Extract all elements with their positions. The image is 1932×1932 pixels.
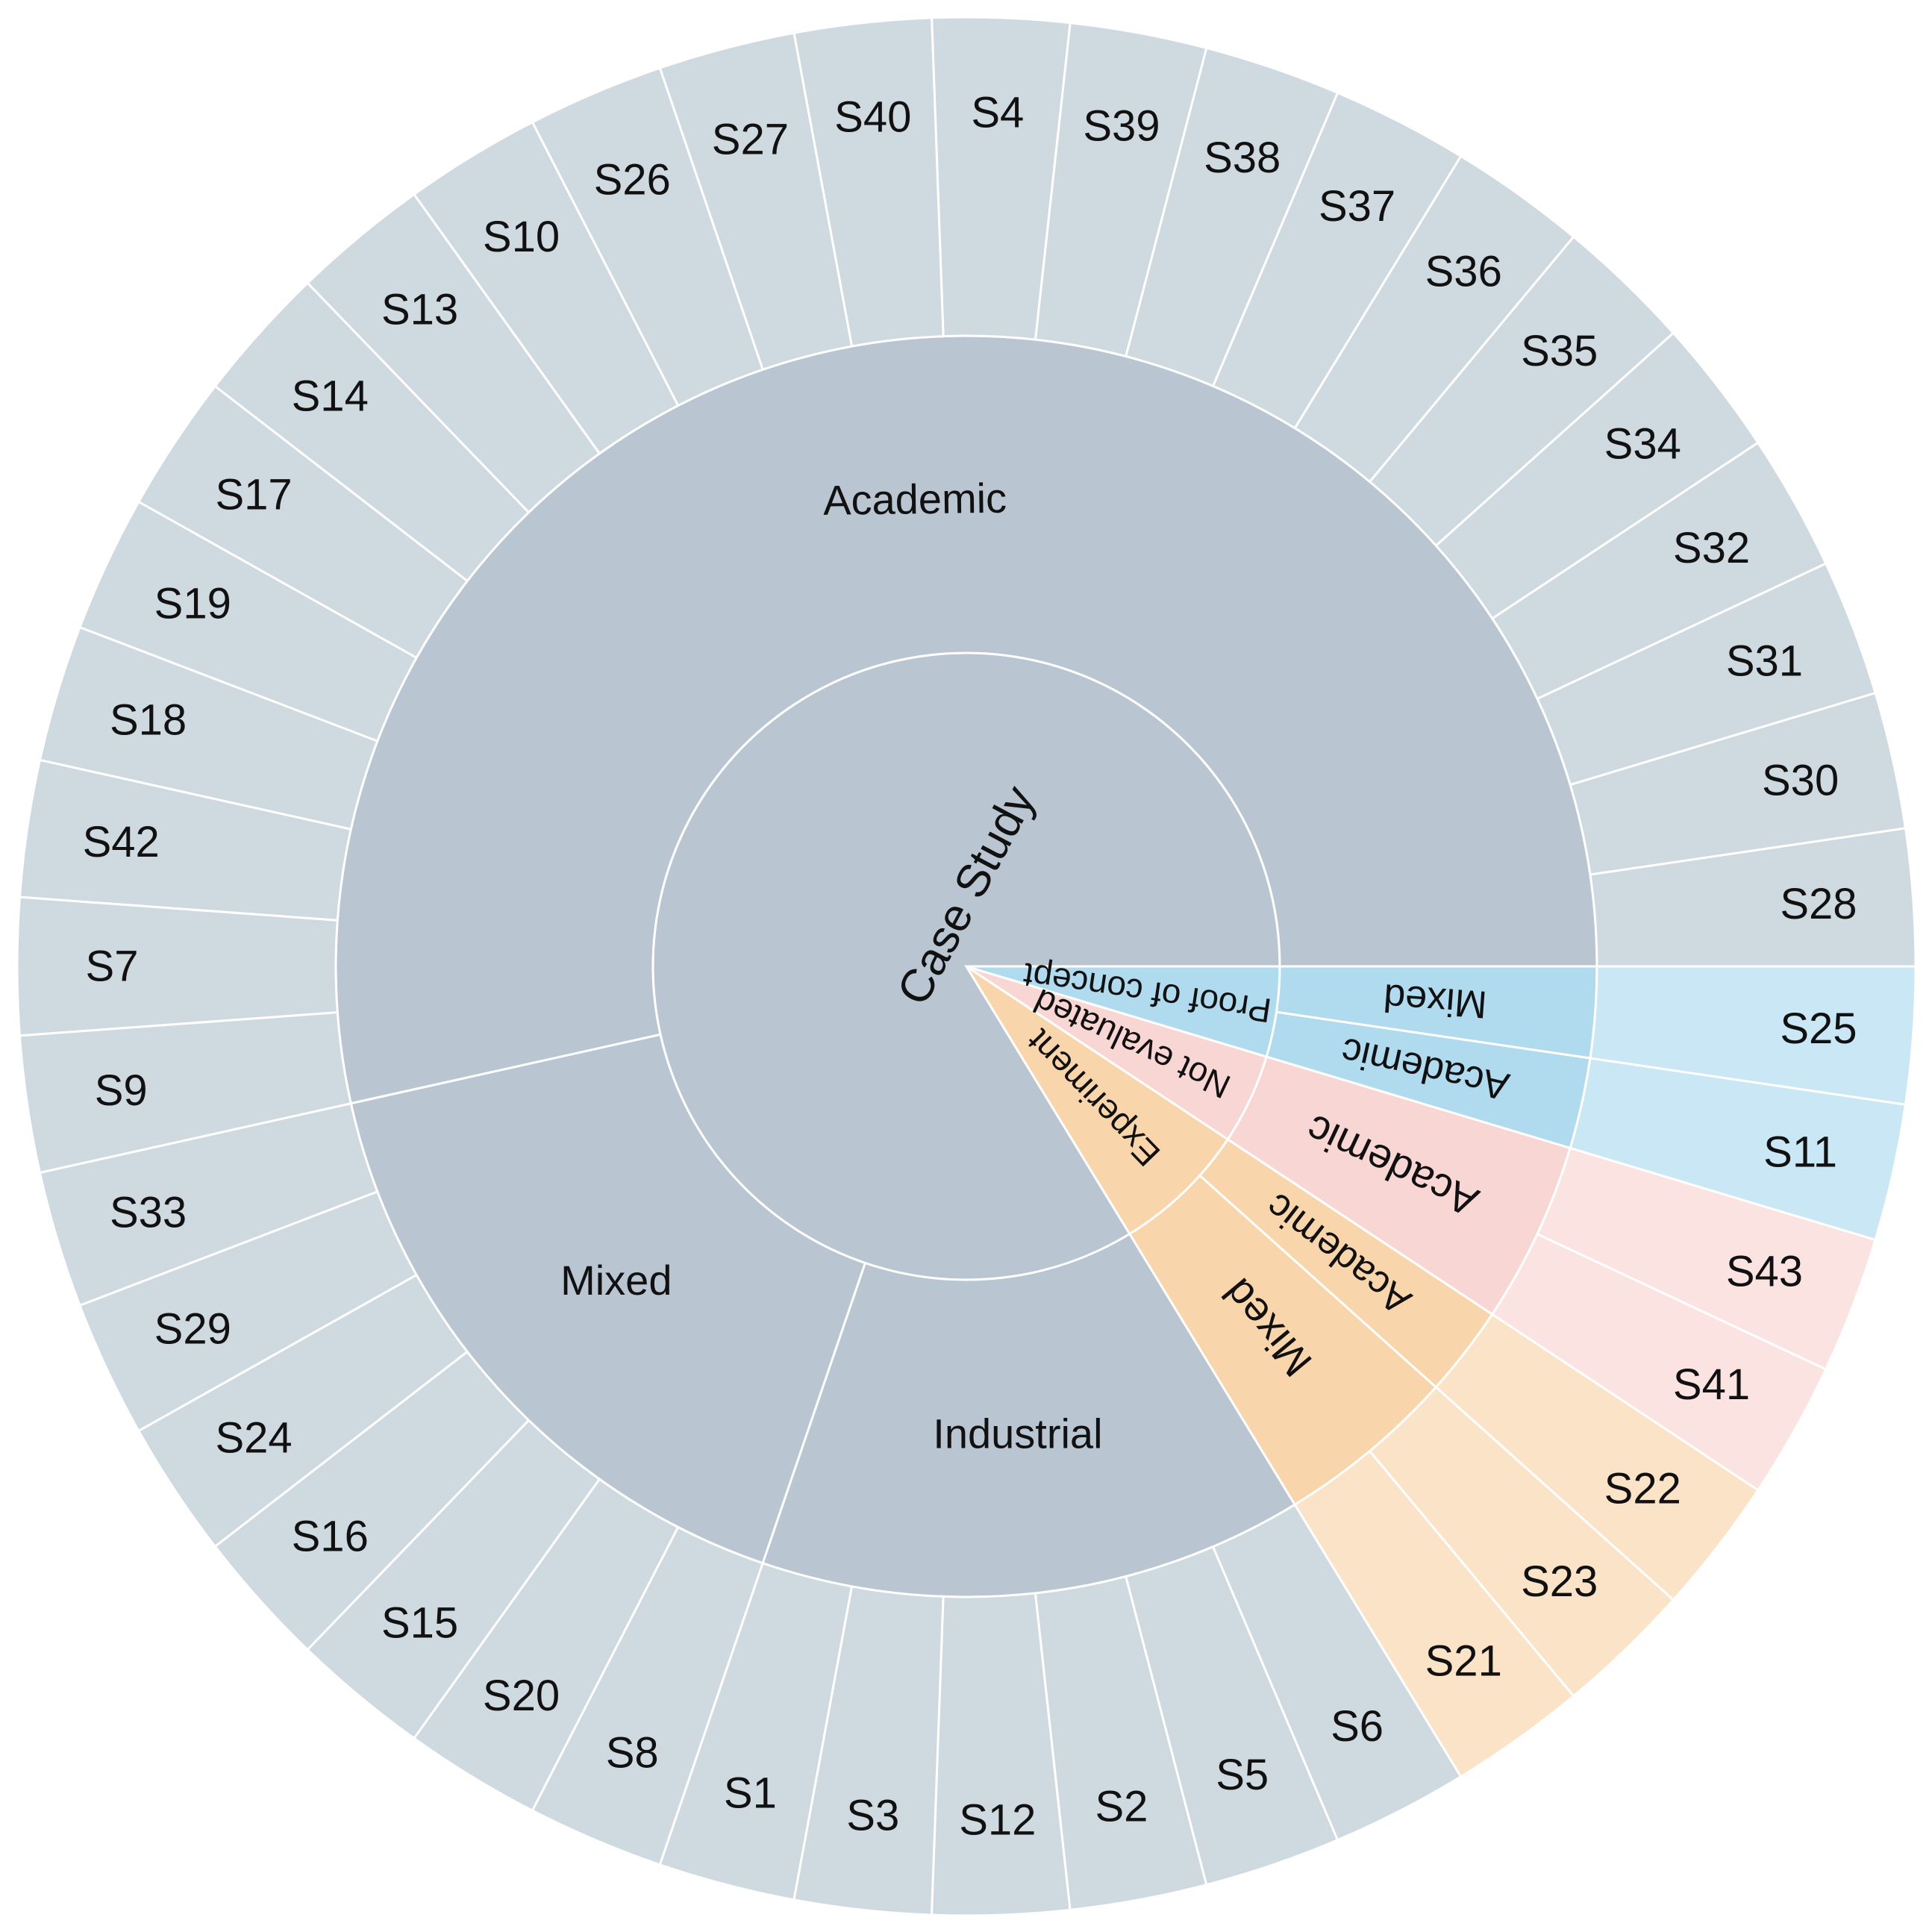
leaf-label-s11: S11 <box>1763 1128 1837 1176</box>
mid-label-proof-of-concept-mixed: Mixed <box>1382 975 1489 1026</box>
leaf-label-s20: S20 <box>483 1672 560 1720</box>
leaf-label-s2: S2 <box>1095 1782 1148 1831</box>
segment-s25 <box>1589 965 1917 1106</box>
leaf-label-s25: S25 <box>1780 1004 1857 1053</box>
leaf-label-s33: S33 <box>110 1188 187 1237</box>
leaf-label-s19: S19 <box>154 579 231 628</box>
leaf-label-s35: S35 <box>1521 327 1598 375</box>
leaf-label-s30: S30 <box>1762 757 1839 805</box>
leaf-label-s23: S23 <box>1521 1557 1598 1606</box>
leaf-label-s17: S17 <box>215 471 292 519</box>
leaf-label-s34: S34 <box>1604 420 1681 469</box>
leaf-label-s32: S32 <box>1673 524 1750 572</box>
leaf-label-s4: S4 <box>971 88 1024 137</box>
leaf-label-s31: S31 <box>1726 637 1803 685</box>
sunburst-segments <box>16 16 1917 1917</box>
mid-label-case-study-industrial: Industrial <box>933 1410 1102 1457</box>
leaf-label-s16: S16 <box>292 1513 369 1561</box>
leaf-label-s14: S14 <box>292 372 369 420</box>
leaf-label-s21: S21 <box>1425 1637 1502 1686</box>
leaf-label-s22: S22 <box>1604 1464 1681 1513</box>
leaf-label-s12: S12 <box>959 1796 1036 1845</box>
leaf-label-s43: S43 <box>1726 1248 1803 1296</box>
leaf-label-s29: S29 <box>154 1305 231 1354</box>
leaf-label-s15: S15 <box>381 1599 458 1648</box>
leaf-label-s9: S9 <box>95 1066 148 1115</box>
leaf-label-s10: S10 <box>483 213 560 261</box>
leaf-label-s6: S6 <box>1331 1702 1384 1751</box>
leaf-label-s37: S37 <box>1319 182 1395 231</box>
leaf-label-s18: S18 <box>110 696 187 745</box>
mid-label-case-study-mixed: Mixed <box>560 1257 672 1304</box>
leaf-label-s36: S36 <box>1425 247 1502 296</box>
leaf-label-s5: S5 <box>1216 1751 1269 1799</box>
leaf-label-s1: S1 <box>724 1769 777 1817</box>
leaf-label-s8: S8 <box>606 1728 659 1777</box>
leaf-label-s39: S39 <box>1083 102 1160 151</box>
leaf-label-s13: S13 <box>381 285 458 334</box>
leaf-label-s28: S28 <box>1780 880 1857 928</box>
leaf-label-s41: S41 <box>1673 1360 1750 1409</box>
leaf-label-s27: S27 <box>712 116 789 164</box>
leaf-label-s42: S42 <box>83 818 160 866</box>
leaf-label-s3: S3 <box>846 1792 899 1840</box>
mid-label-case-study-academic: Academic <box>823 475 1007 524</box>
leaf-label-s40: S40 <box>834 93 911 141</box>
leaf-label-s38: S38 <box>1204 134 1281 182</box>
leaf-label-s24: S24 <box>215 1413 292 1462</box>
leaf-label-s26: S26 <box>594 156 671 204</box>
leaf-label-s7: S7 <box>86 942 139 991</box>
